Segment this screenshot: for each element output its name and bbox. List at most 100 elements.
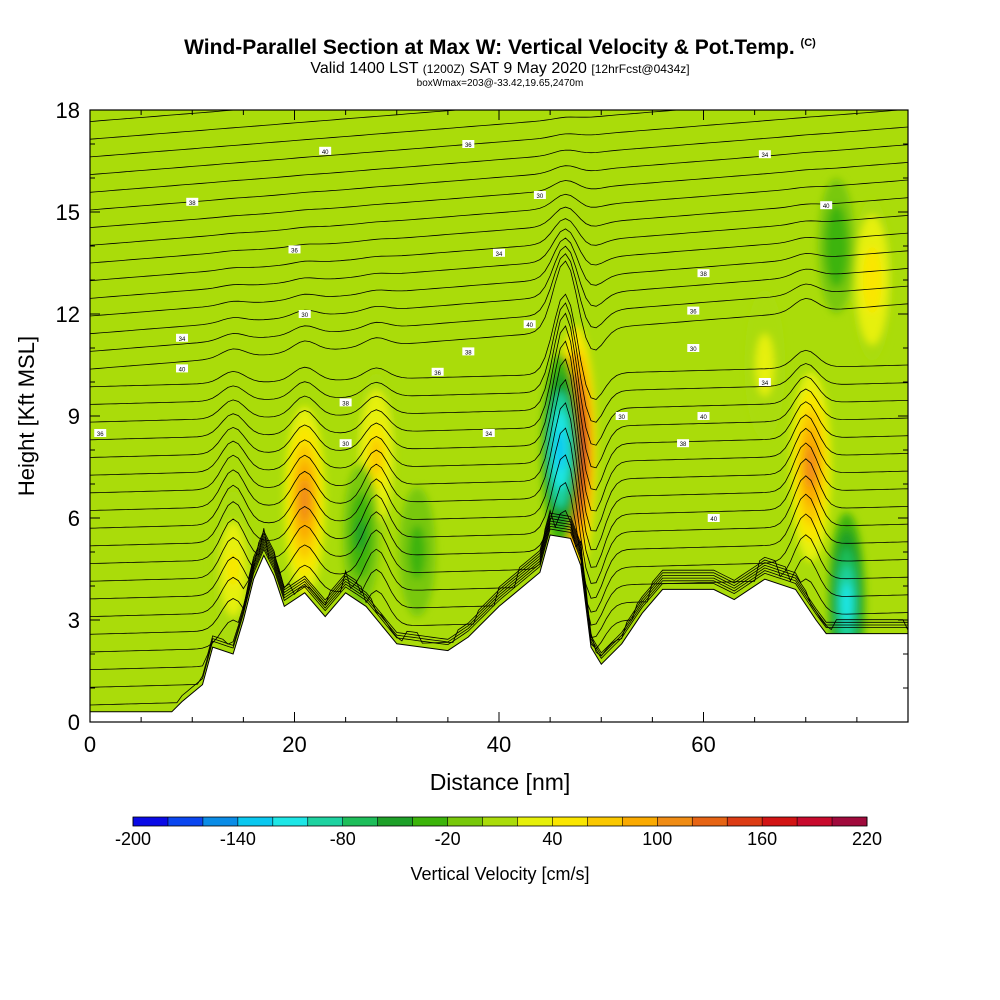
- downdraft-plume: [411, 537, 423, 567]
- contour-label-bg: [523, 320, 536, 329]
- downdraft-plume: [555, 429, 566, 471]
- colorbar-swatch: [412, 817, 449, 826]
- updraft-plume: [805, 446, 817, 488]
- y-tick-label: 3: [68, 608, 80, 633]
- updraft-plume: [759, 348, 771, 382]
- contour-label-bg: [687, 344, 700, 352]
- contour-label: 38: [462, 347, 475, 356]
- contour-label: 36: [462, 140, 475, 149]
- theta-contour-line: [90, 427, 908, 568]
- x-tick-label: 20: [282, 732, 306, 757]
- updraft-plume: [227, 551, 239, 587]
- contour-label-text: 40: [322, 150, 329, 156]
- contour-label: 30: [687, 344, 700, 353]
- theta-contour-line: [90, 340, 908, 491]
- contour-label-text: 38: [465, 350, 472, 356]
- contour-label: 36: [94, 429, 107, 438]
- contour-label-text: 40: [823, 204, 830, 210]
- contour-label-bg: [339, 398, 352, 407]
- updraft-plume: [370, 438, 382, 476]
- contour-label-bg: [431, 367, 444, 376]
- y-tick-label: 0: [68, 710, 80, 735]
- contour-label-text: 40: [526, 323, 533, 329]
- colorbar-swatch: [447, 817, 484, 826]
- contour-label-text: 36: [690, 310, 697, 316]
- contour-label-text: 34: [762, 381, 769, 387]
- contour-label-text: 34: [496, 252, 503, 258]
- theta-contour-line: [90, 523, 908, 670]
- theta-contour-line: [90, 520, 908, 657]
- chart-title: Wind-Parallel Section at Max W: Vertical…: [184, 36, 816, 59]
- x-tick-label: 0: [84, 732, 96, 757]
- contour-label-text: 30: [537, 194, 544, 200]
- colorbar-tick-label: 160: [747, 829, 777, 849]
- contour-label: 40: [820, 201, 833, 210]
- contour-label-text: 36: [291, 248, 298, 254]
- contour-label-text: 30: [618, 415, 625, 421]
- theta-contour-line: [90, 237, 908, 317]
- colorbar-tick-label: 100: [642, 829, 672, 849]
- contour-label-bg: [339, 439, 352, 448]
- contour-label-bg: [493, 248, 505, 257]
- theta-contour-line: [90, 110, 462, 140]
- contour-label-text: 40: [700, 415, 707, 421]
- colorbar-swatch: [307, 817, 344, 826]
- contour-label: 40: [523, 320, 536, 329]
- contour-label: 36: [687, 306, 700, 316]
- theta-contour-line: [90, 110, 240, 122]
- theta-contour-line: [90, 110, 684, 158]
- theta-contour-line: [90, 245, 908, 335]
- colorbar-swatch: [762, 817, 798, 826]
- colorbar-swatch: [832, 817, 868, 826]
- y-axis-label: Height [Kft MSL]: [14, 336, 39, 496]
- contour-label: 40: [707, 514, 720, 523]
- theta-contour-line: [90, 525, 908, 688]
- theta-contour-line: [90, 302, 908, 423]
- contour-label-bg: [533, 191, 546, 199]
- contour-label: 38: [339, 398, 352, 407]
- theta-contours: 40 36 34 38 30 40 36 34 38 30 40 36 34 38 30 40 36 34 38 30…: [90, 110, 908, 706]
- colorbar-tick-label: -20: [435, 829, 461, 849]
- theta-contour-line: [90, 312, 908, 446]
- contour-label-text: 38: [189, 201, 196, 207]
- theta-contour-line: [90, 110, 905, 175]
- theta-contour-line: [90, 253, 908, 352]
- theta-contour-line: [90, 378, 908, 532]
- contour-label: 30: [533, 191, 546, 200]
- colorbar-swatch: [377, 817, 414, 826]
- contour-label-text: 36: [465, 143, 472, 149]
- theta-contour-line: [90, 517, 908, 650]
- contour-label-bg: [687, 306, 700, 315]
- colorbar-tick-label: 40: [542, 829, 562, 849]
- contour-label-bg: [462, 140, 475, 148]
- colorbar-swatch: [272, 817, 309, 826]
- contour-label-text: 38: [700, 272, 707, 278]
- colorbar-swatch: [692, 817, 728, 826]
- y-tick-label: 18: [56, 98, 80, 123]
- theta-contour-line: [90, 179, 908, 246]
- contour-label-bg: [176, 333, 189, 342]
- contour-label-text: 30: [342, 442, 349, 448]
- theta-contour-line: [90, 454, 908, 584]
- copyright-mark: (C): [800, 37, 816, 49]
- x-tick-label: 60: [691, 732, 715, 757]
- theta-contour-line: [90, 358, 908, 512]
- contour-label-text: 30: [301, 313, 308, 319]
- x-axis-label: Distance [nm]: [430, 769, 571, 795]
- theta-contour-line: [90, 260, 908, 370]
- colorbar-swatch: [727, 817, 763, 826]
- contour-label-bg: [697, 269, 710, 278]
- contour-label: 40: [176, 364, 189, 373]
- contour-label: 34: [176, 333, 189, 343]
- theta-contour-line: [90, 162, 908, 228]
- contour-label-bg: [288, 245, 301, 254]
- colorbar-tick-label: -200: [115, 829, 151, 849]
- colorbar-swatch: [517, 817, 553, 826]
- colorbar-swatch: [237, 817, 274, 826]
- contour-label-bg: [615, 412, 628, 420]
- theta-contour-line: [90, 126, 908, 193]
- contour-label: 34: [482, 429, 495, 438]
- contour-label: 40: [697, 412, 710, 421]
- contour-label-text: 38: [342, 401, 349, 407]
